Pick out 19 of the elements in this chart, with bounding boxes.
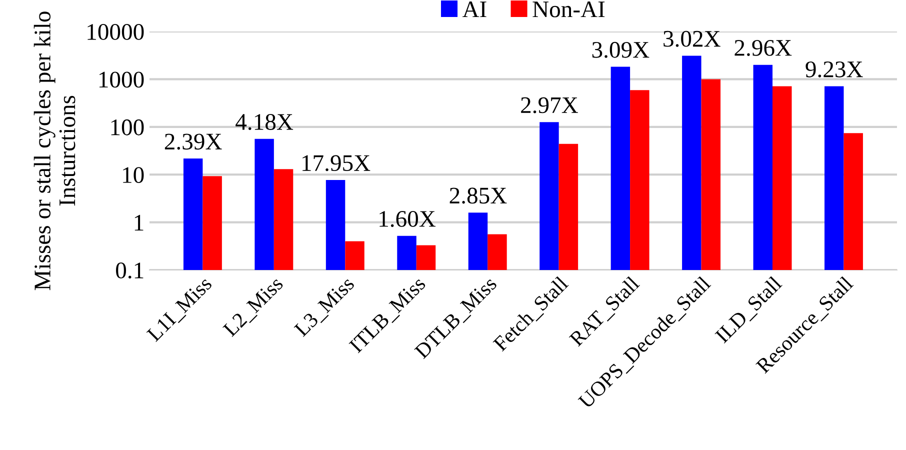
legend-label: Non-AI [532,1,605,18]
y-tick-label: 100 [111,119,144,136]
annotation: 2.96X [734,40,792,56]
annotation: 3.02X [664,30,720,47]
annotation: 2.39X [164,134,222,150]
y-tick-label: 1 [134,214,144,230]
annotation: 2.85X [450,188,507,204]
annotation: 3.09X [592,42,650,58]
annotation: 1.60X [380,210,436,227]
annotation: 4.18X [236,114,294,130]
legend-label: AI [462,1,486,18]
annotation: 2.97X [521,97,578,114]
annotation: 9.23X [806,61,863,78]
annotation: 17.95X [302,155,370,172]
y-tick-label: 10 [123,167,144,184]
y-tick-label: 1000 [99,72,144,88]
y-axis-title: Misses or stall cycles per kilo Insturctions [34,12,76,290]
y-tick-label: 0.1 [116,262,144,279]
y-tick-label: 10000 [88,24,144,40]
